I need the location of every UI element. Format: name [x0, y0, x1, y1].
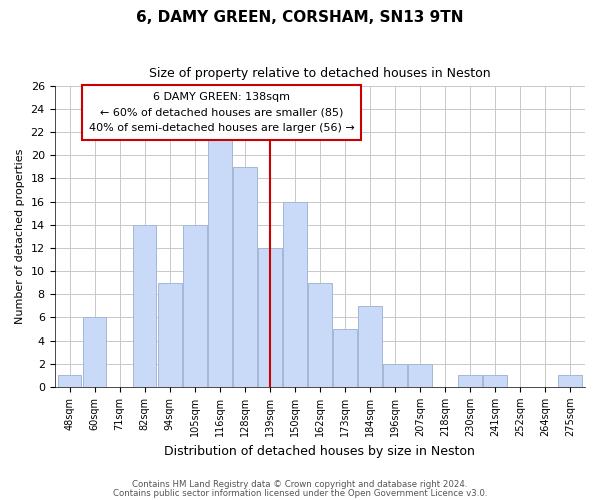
Bar	[558, 376, 582, 387]
Text: Contains HM Land Registry data © Crown copyright and database right 2024.: Contains HM Land Registry data © Crown c…	[132, 480, 468, 489]
Bar	[183, 225, 206, 387]
Bar	[283, 202, 307, 387]
Bar	[308, 282, 332, 387]
Bar	[333, 329, 356, 387]
Bar	[208, 132, 232, 387]
X-axis label: Distribution of detached houses by size in Neston: Distribution of detached houses by size …	[164, 444, 475, 458]
Bar	[58, 376, 82, 387]
Text: 6, DAMY GREEN, CORSHAM, SN13 9TN: 6, DAMY GREEN, CORSHAM, SN13 9TN	[136, 10, 464, 25]
Bar	[358, 306, 382, 387]
Bar	[483, 376, 507, 387]
Bar	[158, 282, 182, 387]
Bar	[83, 318, 106, 387]
Bar	[258, 248, 281, 387]
Bar	[133, 225, 157, 387]
Bar	[383, 364, 407, 387]
Title: Size of property relative to detached houses in Neston: Size of property relative to detached ho…	[149, 68, 491, 80]
Text: 6 DAMY GREEN: 138sqm
← 60% of detached houses are smaller (85)
40% of semi-detac: 6 DAMY GREEN: 138sqm ← 60% of detached h…	[89, 92, 355, 133]
Bar	[408, 364, 432, 387]
Bar	[458, 376, 482, 387]
Text: Contains public sector information licensed under the Open Government Licence v3: Contains public sector information licen…	[113, 489, 487, 498]
Y-axis label: Number of detached properties: Number of detached properties	[15, 148, 25, 324]
Bar	[233, 167, 257, 387]
